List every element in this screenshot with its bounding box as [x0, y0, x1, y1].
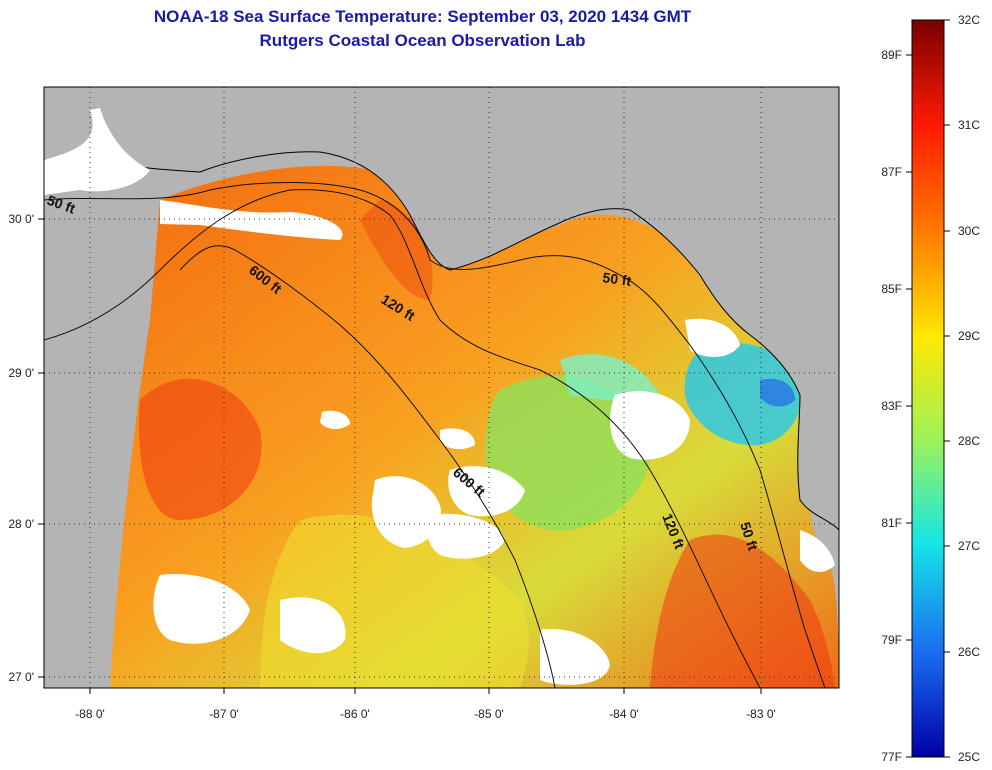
cb-celsius-26: 26C	[958, 645, 980, 659]
contour-50ft-west	[44, 182, 826, 688]
warm-region-southeast	[650, 534, 835, 688]
contour-120ft	[44, 189, 761, 688]
cloud-center-south	[427, 513, 505, 559]
cb-fahrenheit-79: 79F	[881, 633, 902, 647]
cb-fahrenheit-87: 87F	[881, 165, 902, 179]
cb-celsius-27: 27C	[958, 539, 980, 553]
cloud-west-2	[280, 597, 346, 654]
coastline-florida	[44, 87, 839, 531]
contour-600ft	[179, 245, 556, 688]
lon-label-84: -84 0'	[609, 707, 639, 721]
lat-label-27: 27 0'	[8, 670, 34, 684]
coastline-west-white	[44, 108, 150, 195]
cb-fahrenheit-89: 89F	[881, 48, 902, 62]
colorbar: 32C 31C 30C 29C 28C 27C 26C 25C 89F 87F …	[881, 13, 980, 764]
coastline-se-inlet	[800, 530, 835, 572]
lat-label-29: 29 0'	[8, 366, 34, 380]
cb-celsius-32: 32C	[958, 13, 980, 27]
cloud-coastal-west	[160, 200, 343, 240]
lon-label-83: -83 0'	[746, 707, 776, 721]
lon-label-86: -86 0'	[340, 707, 370, 721]
lon-label-85: -85 0'	[474, 707, 504, 721]
contour-label-50ft-north: 50 ft	[602, 269, 633, 289]
cyan-patch	[560, 354, 660, 401]
cloud-small-1	[440, 428, 475, 450]
blue-patch	[760, 378, 795, 407]
graticule	[44, 87, 839, 688]
lat-label-30: 30 0'	[8, 212, 34, 226]
colorbar-scale	[911, 19, 945, 758]
map-border	[43, 86, 840, 689]
map-content: 50 ft 600 ft 120 ft 50 ft 600 ft 120 ft …	[44, 87, 839, 688]
lon-label-87: -87 0'	[209, 707, 239, 721]
cb-fahrenheit-85: 85F	[881, 282, 902, 296]
cloud-small-2	[320, 410, 350, 430]
cool-region-bigbend	[485, 375, 652, 531]
map-subtitle: Rutgers Coastal Ocean Observation Lab	[259, 31, 586, 50]
map-title: NOAA-18 Sea Surface Temperature: Septemb…	[153, 7, 692, 26]
warm-region-shelf	[360, 200, 433, 300]
cb-celsius-29: 29C	[958, 329, 980, 343]
cb-fahrenheit-77: 77F	[881, 750, 902, 764]
bathymetry-contours	[44, 182, 826, 688]
cloud-south-center	[540, 629, 610, 685]
cb-fahrenheit-81: 81F	[881, 516, 902, 530]
cb-celsius-31: 31C	[958, 118, 980, 132]
cb-celsius-28: 28C	[958, 434, 980, 448]
cb-fahrenheit-83: 83F	[881, 399, 902, 413]
colorbar-ticks	[906, 19, 950, 758]
cb-celsius-25: 25C	[958, 750, 980, 764]
lon-label-88: -88 0'	[75, 707, 105, 721]
warm-region-west	[139, 378, 262, 520]
cloud-bigbend	[610, 391, 690, 460]
lat-label-28: 28 0'	[8, 517, 34, 531]
cloud-east-strip	[685, 318, 740, 357]
cloud-west-1	[153, 574, 250, 644]
cool-region-nearshore	[684, 343, 802, 446]
axis-ticks	[38, 218, 762, 694]
cb-celsius-30: 30C	[958, 224, 980, 238]
cloud-central	[371, 476, 441, 548]
